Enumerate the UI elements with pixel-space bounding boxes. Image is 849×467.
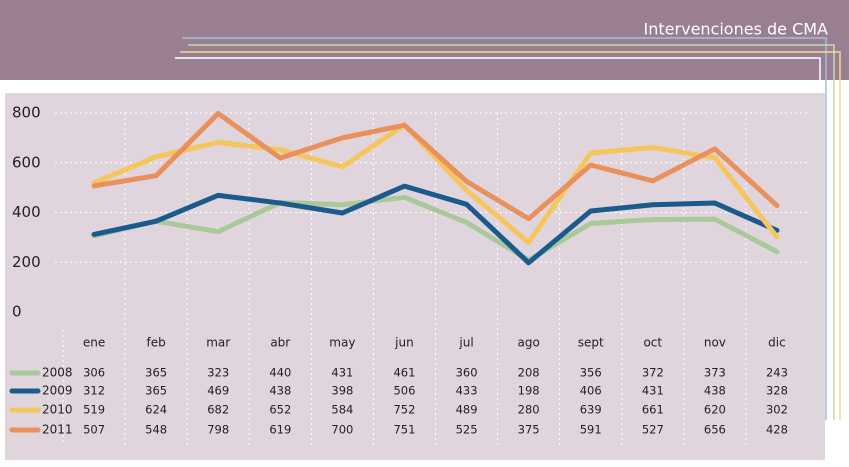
table-cell: 438 xyxy=(269,384,291,398)
x-tick-label: ago xyxy=(517,336,539,350)
table-cell: 620 xyxy=(704,403,726,417)
x-tick-label: feb xyxy=(147,336,166,350)
legend-label: 2008 xyxy=(42,366,73,380)
series-line xyxy=(91,122,780,245)
table-cell: 198 xyxy=(518,384,540,398)
x-tick-label: ene xyxy=(83,336,105,350)
x-tick-label: abr xyxy=(270,336,290,350)
y-tick-label: 0 xyxy=(12,303,22,321)
table-cell: 428 xyxy=(766,423,788,437)
table-cell: 440 xyxy=(269,366,291,380)
y-tick-label: 200 xyxy=(12,253,41,271)
series-line xyxy=(91,183,780,266)
table-cell: 461 xyxy=(393,366,415,380)
x-tick-label: sept xyxy=(578,336,604,350)
table-cell: 682 xyxy=(207,403,229,417)
header-band xyxy=(0,0,849,80)
table-cell: 208 xyxy=(518,366,540,380)
y-tick-label: 600 xyxy=(12,153,41,171)
legend-label: 2011 xyxy=(42,423,73,437)
table-cell: 243 xyxy=(766,366,788,380)
chart-title: Intervenciones de CMA xyxy=(644,20,829,39)
table-cell: 373 xyxy=(704,366,726,380)
table-cell: 652 xyxy=(269,403,291,417)
table-cell: 356 xyxy=(580,366,602,380)
table-cell: 506 xyxy=(393,384,415,398)
table-cell: 525 xyxy=(456,423,478,437)
table-cell: 798 xyxy=(207,423,229,437)
table-cell: 507 xyxy=(83,423,105,437)
x-tick-label: oct xyxy=(643,336,662,350)
table-cell: 639 xyxy=(580,403,602,417)
table-cell: 280 xyxy=(518,403,540,417)
table-cell: 619 xyxy=(269,423,291,437)
table-cell: 700 xyxy=(331,423,353,437)
table-cell: 431 xyxy=(331,366,353,380)
series-line xyxy=(91,110,780,222)
table-cell: 656 xyxy=(704,423,726,437)
table-cell: 312 xyxy=(83,384,105,398)
table-cell: 398 xyxy=(331,384,353,398)
table-cell: 438 xyxy=(704,384,726,398)
table-cell: 365 xyxy=(145,384,167,398)
x-tick-label: may xyxy=(329,336,355,350)
y-tick-label: 400 xyxy=(12,203,41,221)
table-cell: 306 xyxy=(83,366,105,380)
table-cell: 406 xyxy=(580,384,602,398)
table-cell: 302 xyxy=(766,403,788,417)
table-cell: 752 xyxy=(393,403,415,417)
table-cell: 360 xyxy=(456,366,478,380)
table-cell: 489 xyxy=(456,403,478,417)
table-cell: 372 xyxy=(642,366,664,380)
x-tick-label: mar xyxy=(206,336,230,350)
y-tick-label: 800 xyxy=(12,104,41,122)
table-cell: 469 xyxy=(207,384,229,398)
table-cell: 624 xyxy=(145,403,167,417)
table-cell: 661 xyxy=(642,403,664,417)
series-line xyxy=(91,194,780,263)
table-cell: 431 xyxy=(642,384,664,398)
table-cell: 519 xyxy=(83,403,105,417)
x-tick-label: jun xyxy=(394,336,414,350)
x-tick-label: jul xyxy=(458,336,473,350)
legend-label: 2010 xyxy=(42,403,73,417)
table-cell: 548 xyxy=(145,423,167,437)
table-cell: 365 xyxy=(145,366,167,380)
table-cell: 375 xyxy=(518,423,540,437)
table-cell: 328 xyxy=(766,384,788,398)
table-cell: 323 xyxy=(207,366,229,380)
x-tick-label: dic xyxy=(768,336,786,350)
x-tick-label: nov xyxy=(704,336,726,350)
table-cell: 584 xyxy=(331,403,353,417)
table-cell: 527 xyxy=(642,423,664,437)
table-cell: 433 xyxy=(456,384,478,398)
table-cell: 591 xyxy=(580,423,602,437)
table-cell: 751 xyxy=(393,423,415,437)
legend-label: 2009 xyxy=(42,384,73,398)
